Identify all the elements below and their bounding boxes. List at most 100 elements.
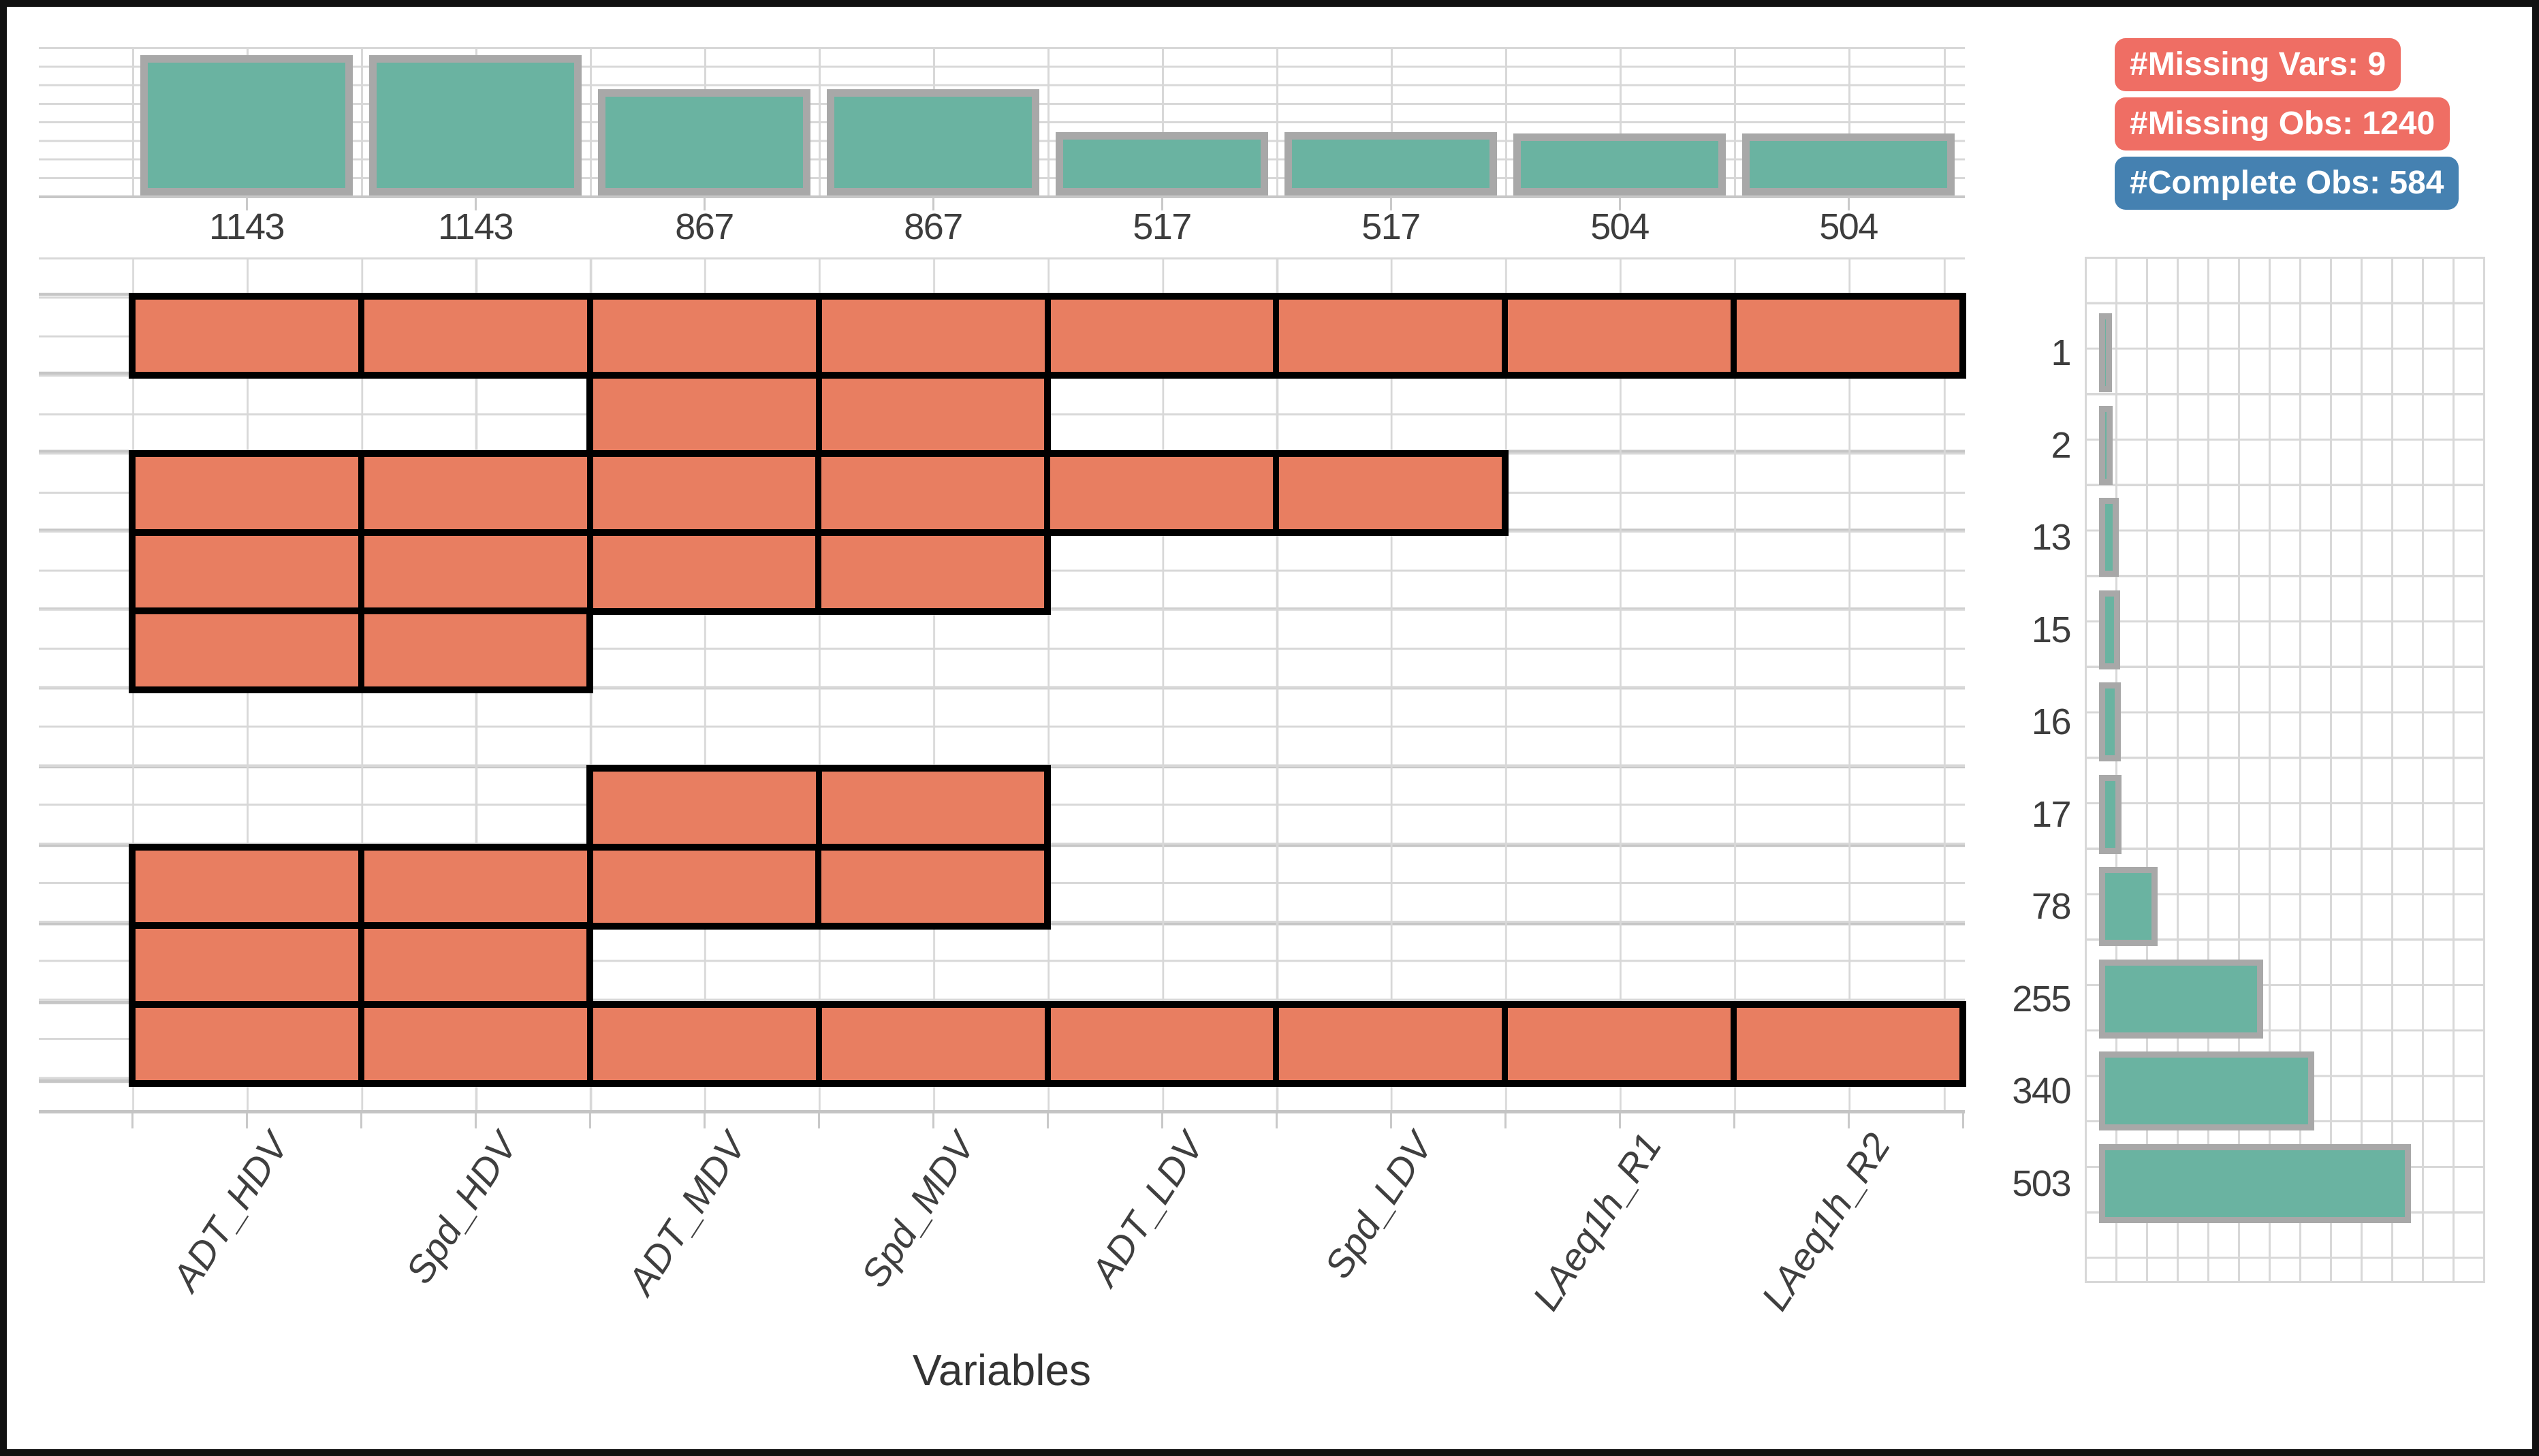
missing-pattern-row xyxy=(129,1000,1966,1087)
missing-cell xyxy=(1044,300,1274,372)
pattern-count-bar xyxy=(2099,1143,2411,1223)
top-axis-tick xyxy=(1619,198,1621,210)
missing-cell xyxy=(358,535,587,608)
missing-cell xyxy=(1731,300,1959,372)
missing-cell xyxy=(815,535,1044,608)
top-axis-tick xyxy=(475,198,477,210)
pattern-count-label: 13 xyxy=(2031,517,2072,558)
variable-missing-bar xyxy=(1284,132,1497,195)
bottom-axis-tick xyxy=(818,1113,820,1128)
missing-pattern-row xyxy=(586,371,1051,458)
missing-pattern-row xyxy=(129,450,1509,536)
variable-missing-count: 867 xyxy=(675,206,734,247)
missing-cell xyxy=(1502,300,1731,372)
pattern-count-label: 2 xyxy=(2051,424,2071,466)
missing-cell xyxy=(136,929,358,1001)
missing-cell xyxy=(815,457,1044,529)
bottom-axis-tick xyxy=(360,1113,362,1128)
variable-missing-count: 504 xyxy=(1590,206,1650,247)
missing-pattern-row xyxy=(129,293,1966,379)
missing-cell xyxy=(1273,300,1502,372)
top-axis-tick xyxy=(246,198,248,210)
missing-obs-badge: #Missing Obs: 1240 xyxy=(2115,97,2450,151)
variable-missing-bar xyxy=(140,55,353,195)
missing-cell xyxy=(586,300,816,372)
bottom-axis-tick xyxy=(1619,1113,1621,1128)
missing-cell xyxy=(1731,1007,1959,1080)
variable-missing-count: 1143 xyxy=(437,206,514,247)
missing-cell xyxy=(815,378,1045,451)
missing-cell xyxy=(358,929,587,1001)
bottom-axis-tick xyxy=(1733,1113,1735,1128)
missing-cell xyxy=(1502,1007,1731,1080)
bottom-axis-tick xyxy=(704,1113,706,1128)
bottom-axis-tick xyxy=(1504,1113,1507,1128)
variable-missing-count: 1143 xyxy=(208,206,285,247)
missing-cell xyxy=(1273,457,1502,529)
pattern-count-bar xyxy=(2099,867,2158,946)
pattern-count-bar xyxy=(2099,682,2121,761)
missing-cell xyxy=(586,457,816,529)
missing-pattern-row xyxy=(129,922,593,1008)
missing-cell xyxy=(593,772,816,844)
pattern-count-bar xyxy=(2099,1051,2314,1130)
pattern-count-label: 340 xyxy=(2012,1071,2071,1111)
pattern-count-label: 1 xyxy=(2051,332,2071,373)
bottom-axis-tick xyxy=(1848,1113,1850,1128)
bottom-axis-tick xyxy=(131,1113,133,1128)
variable-missing-bar xyxy=(827,89,1039,195)
variable-missing-bar xyxy=(598,89,810,195)
missing-cell xyxy=(358,300,587,372)
missing-cell xyxy=(136,851,358,923)
variable-missing-count: 867 xyxy=(904,206,963,247)
variable-missing-bar xyxy=(1513,133,1726,195)
variable-missing-bar xyxy=(369,55,582,195)
variable-missing-count: 517 xyxy=(1133,206,1192,247)
missing-pattern-row xyxy=(129,607,593,693)
top-axis-tick xyxy=(932,198,934,210)
x-axis-title: Variables xyxy=(912,1346,1092,1395)
top-axis-tick xyxy=(1848,198,1850,210)
pattern-count-bar xyxy=(2099,498,2119,577)
missing-cell xyxy=(593,379,816,451)
top-axis-tick xyxy=(704,198,706,210)
bottom-axis-tick xyxy=(589,1113,591,1128)
missing-cell xyxy=(815,850,1044,923)
missing-cell xyxy=(815,772,1045,844)
missing-cell xyxy=(358,850,587,923)
summary-badges: #Missing Vars: 9 #Missing Obs: 1240 #Com… xyxy=(2115,38,2459,210)
missing-cell xyxy=(358,1007,587,1080)
bottom-axis-tick xyxy=(246,1113,248,1128)
missing-cell xyxy=(136,536,358,608)
variable-missing-count: 517 xyxy=(1361,206,1421,247)
missing-pattern-row xyxy=(129,843,1051,930)
missing-cell xyxy=(1044,457,1273,529)
missing-cell xyxy=(136,614,358,686)
missing-cell xyxy=(586,535,816,608)
pattern-count-bar xyxy=(2099,959,2263,1039)
missing-cell xyxy=(815,300,1045,372)
missing-cell xyxy=(136,300,358,372)
top-axis-tick xyxy=(1390,198,1392,210)
pattern-count-bar xyxy=(2099,313,2112,392)
pattern-count-label: 255 xyxy=(2012,978,2071,1019)
complete-obs-badge: #Complete Obs: 584 xyxy=(2115,157,2459,210)
missing-cell xyxy=(815,1007,1045,1080)
variable-missing-bar xyxy=(1056,132,1268,195)
missing-cell xyxy=(1044,1007,1274,1080)
pattern-count-label: 16 xyxy=(2031,701,2072,742)
bottom-axis-tick xyxy=(1962,1113,1964,1128)
missing-cell xyxy=(136,457,358,529)
pattern-count-bar xyxy=(2099,405,2113,485)
missing-pattern-row xyxy=(129,528,1051,615)
missing-cell xyxy=(586,850,816,923)
variable-missing-bar xyxy=(1742,133,1955,195)
pattern-count-label: 503 xyxy=(2012,1162,2071,1204)
bottom-axis-tick xyxy=(1276,1113,1278,1128)
pattern-count-label: 78 xyxy=(2031,886,2072,927)
missing-cell xyxy=(586,1007,816,1080)
missing-cell xyxy=(136,1008,358,1080)
pattern-count-bar xyxy=(2099,590,2120,669)
variable-missing-count: 504 xyxy=(1819,206,1878,247)
